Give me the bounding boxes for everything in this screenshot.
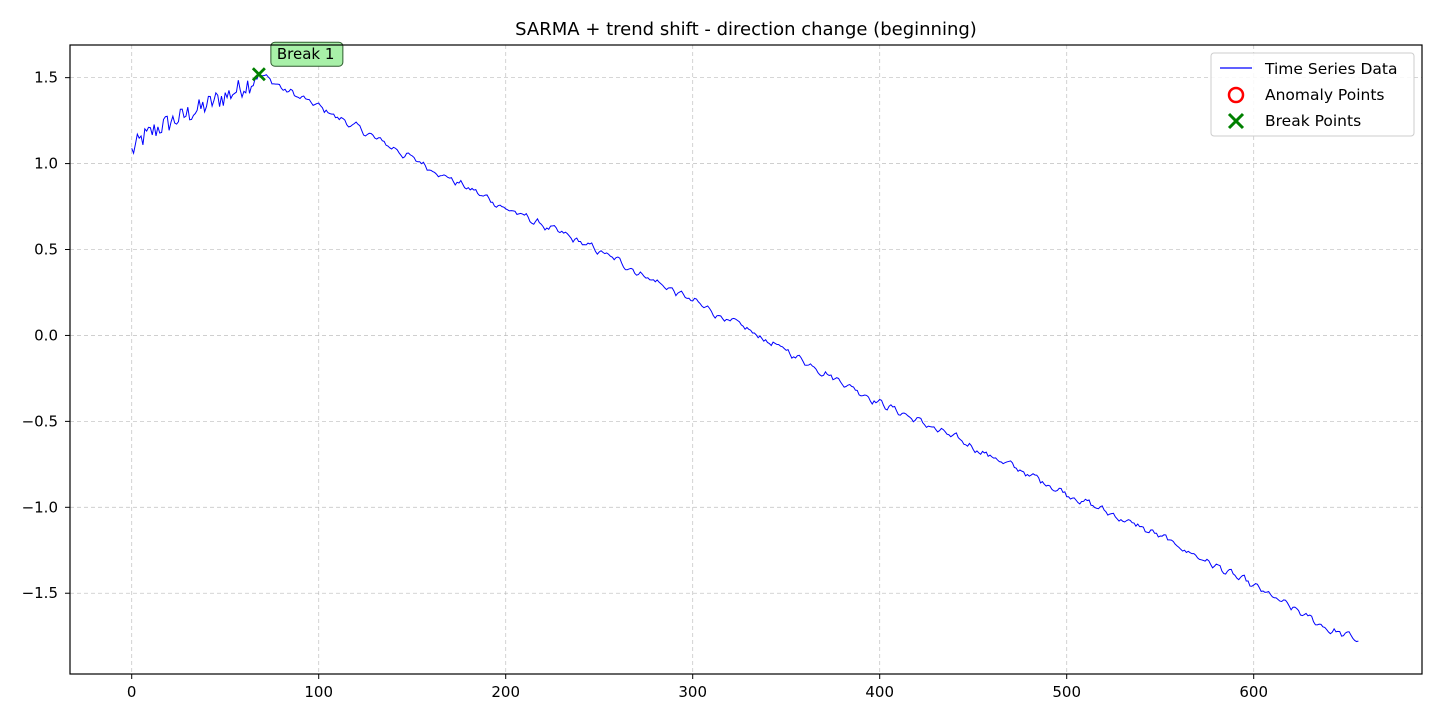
legend-circle-swatch [1227,86,1245,104]
legend-box [1210,52,1415,137]
legend-label-break: Break Points [1265,112,1361,130]
chart-title: SARMA + trend shift - direction change (… [515,19,977,40]
legend-x-swatch [1227,112,1245,130]
legend-label-anomaly: Anomaly Points [1265,86,1384,104]
break-point-annotation-box [270,41,344,67]
y-tick-label: −1.0 [22,498,58,516]
x-tick-label: 0 [127,683,137,701]
break-points-layer: Break 1 [251,41,344,82]
y-tick-label: −1.5 [22,584,58,602]
break-point-annotation-label: Break 1 [277,45,335,63]
x-tick-label: 500 [1052,683,1081,701]
y-tick-label: 1.0 [34,155,58,173]
x-tick-label: 600 [1239,683,1268,701]
legend: Time Series Data Anomaly Points Break Po… [1210,52,1415,137]
legend-label-series: Time Series Data [1264,60,1397,78]
x-tick-label: 400 [865,683,894,701]
y-tick-label: 1.5 [34,69,58,87]
x-tick-label: 100 [304,683,333,701]
y-tick-label: 0.5 [34,241,58,259]
x-tick-label: 300 [678,683,707,701]
y-tick-label: −0.5 [22,412,58,430]
break-point-marker [251,67,266,82]
grid-lines [70,45,1422,674]
plot-frame [69,44,1423,675]
y-tick-label: 0.0 [34,326,58,344]
axis-ticks: 0 100 200 300 400 500 600 −1.5 −1.0 −0.5 0.0 0.5 1.0… [22,69,1268,701]
series-line-time-series-data [131,73,1359,643]
series-layer [131,73,1359,643]
x-tick-label: 200 [491,683,520,701]
